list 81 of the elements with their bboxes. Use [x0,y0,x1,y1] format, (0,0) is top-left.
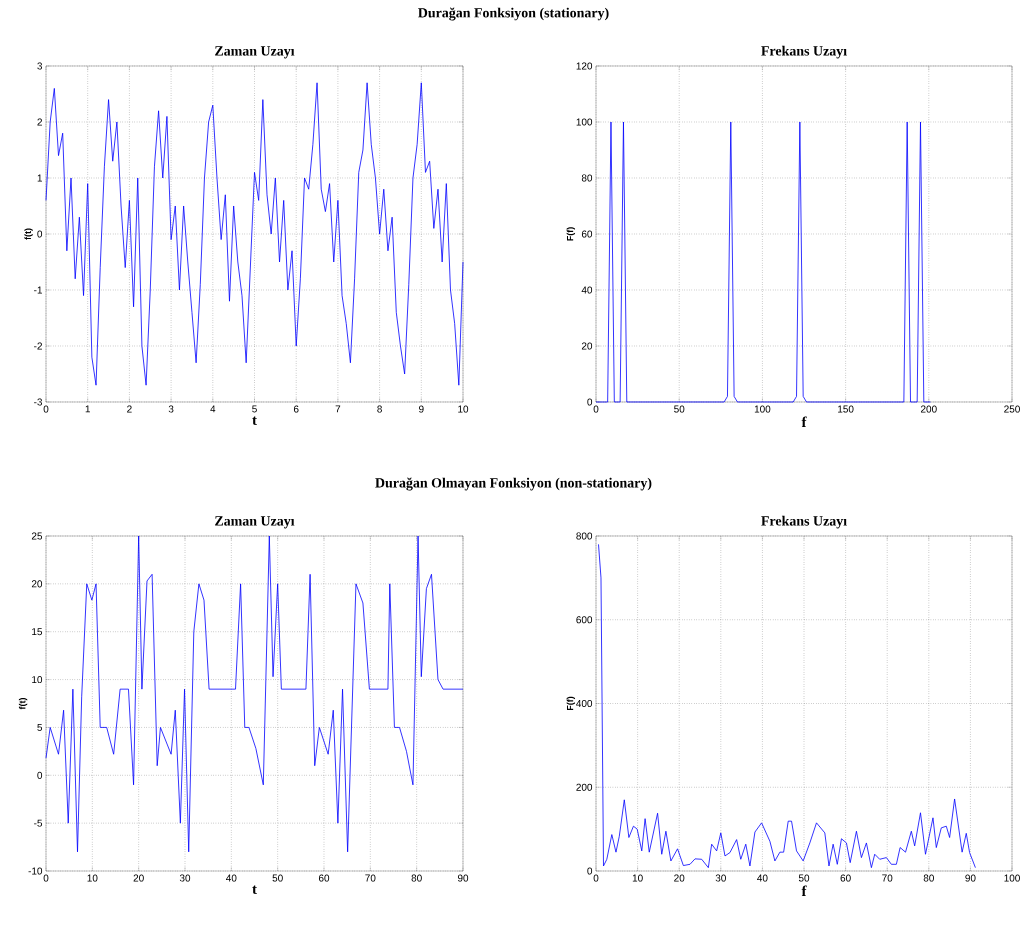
x-tick-label: 1 [85,405,90,413]
chart-title: Frekans Uzayı [761,515,847,529]
x-tick-label: 20 [674,874,685,882]
x-tick-label: 10 [632,874,643,882]
y-tick-label: 200 [576,783,593,791]
chart-title: Frekans Uzayı [761,45,847,59]
y-tick-label: 0 [587,398,593,406]
x-tick-label: 100 [754,405,771,413]
y-tick-label: 0 [37,230,43,238]
x-tick-label: 8 [377,405,382,413]
x-tick-label: 200 [921,405,937,413]
x-tick-label: 0 [43,874,49,882]
chart-title: Zaman Uzayı [215,516,295,529]
x-tick-label: 80 [411,874,422,882]
x-tick-label: 30 [715,874,726,882]
chart-title: Zaman Uzayı [215,46,295,59]
x-tick-label: 40 [226,874,237,882]
text: Durağan Olmayan Fonksiyon (non-stationary) [375,477,652,491]
x-tick-label: 20 [133,874,144,882]
x-tick-label: 9 [419,405,424,413]
x-tick-label: 0 [43,405,49,413]
x-tick-label: 2 [127,405,132,413]
x-tick-label: 100 [1004,874,1020,882]
y-tick-label: 0 [37,771,43,779]
y-axis-title: f(t) [18,697,28,710]
y-tick-label: 80 [581,174,593,182]
y-tick-label: 2 [37,118,42,126]
x-tick-label: 40 [757,874,768,882]
line-series [45,535,464,853]
x-tick-label: 7 [335,405,341,413]
y-tick-label: 15 [32,628,43,636]
y-tick-label: 400 [576,699,593,708]
x-axis-title: f [801,416,807,427]
y-tick-label: 3 [37,62,43,70]
x-tick-label: 50 [798,874,810,882]
x-tick-label: 30 [179,874,191,882]
y-axis-title: F(f) [566,227,576,241]
y-tick-label: 0 [587,867,593,875]
y-tick-label: 120 [576,62,593,70]
y-tick-label: -3 [34,398,43,406]
x-tick-label: 4 [210,405,216,413]
y-tick-label: 5 [37,723,43,731]
y-tick-label: 20 [581,342,593,350]
x-tick-label: 6 [293,405,299,413]
y-tick-label: -1 [34,286,42,294]
y-tick-label: 100 [576,118,593,126]
y-tick-label: -10 [28,867,43,875]
line-series [598,543,976,869]
x-tick-label: 0 [593,405,599,413]
x-tick-label: 90 [457,874,469,882]
y-tick-label: 800 [576,532,593,540]
x-tick-label: 70 [882,874,893,882]
x-tick-label: 3 [168,405,174,413]
x-tick-label: 5 [252,405,257,413]
x-axis-title: t [252,885,257,894]
y-tick-label: 40 [581,286,593,294]
y-tick-label: -5 [34,819,43,827]
x-tick-label: 50 [272,874,283,882]
x-tick-label: 10 [87,874,98,882]
x-tick-label: 0 [593,874,599,882]
y-tick-label: 25 [31,532,43,540]
x-tick-label: 70 [365,874,376,882]
x-tick-label: 250 [1004,405,1020,413]
y-tick-label: 10 [32,676,43,684]
x-axis-title: t [252,416,257,425]
x-tick-label: 60 [840,874,851,882]
y-axis-title: f(t) [24,228,33,240]
y-tick-label: 1 [37,174,42,182]
y-tick-label: -2 [34,342,42,350]
x-tick-label: 50 [674,405,685,413]
y-tick-label: 60 [581,230,593,238]
y-tick-label: 600 [576,616,593,624]
x-tick-label: 80 [923,874,934,882]
x-tick-label: 150 [838,405,854,413]
x-axis-title: f [801,885,807,896]
x-tick-label: 90 [965,874,976,882]
x-tick-label: 60 [318,874,330,882]
y-axis-title: F(f) [566,696,576,711]
x-tick-label: 10 [458,405,469,413]
text: Durağan Fonksiyon (stationary) [418,7,609,21]
y-tick-label: 20 [31,580,43,588]
